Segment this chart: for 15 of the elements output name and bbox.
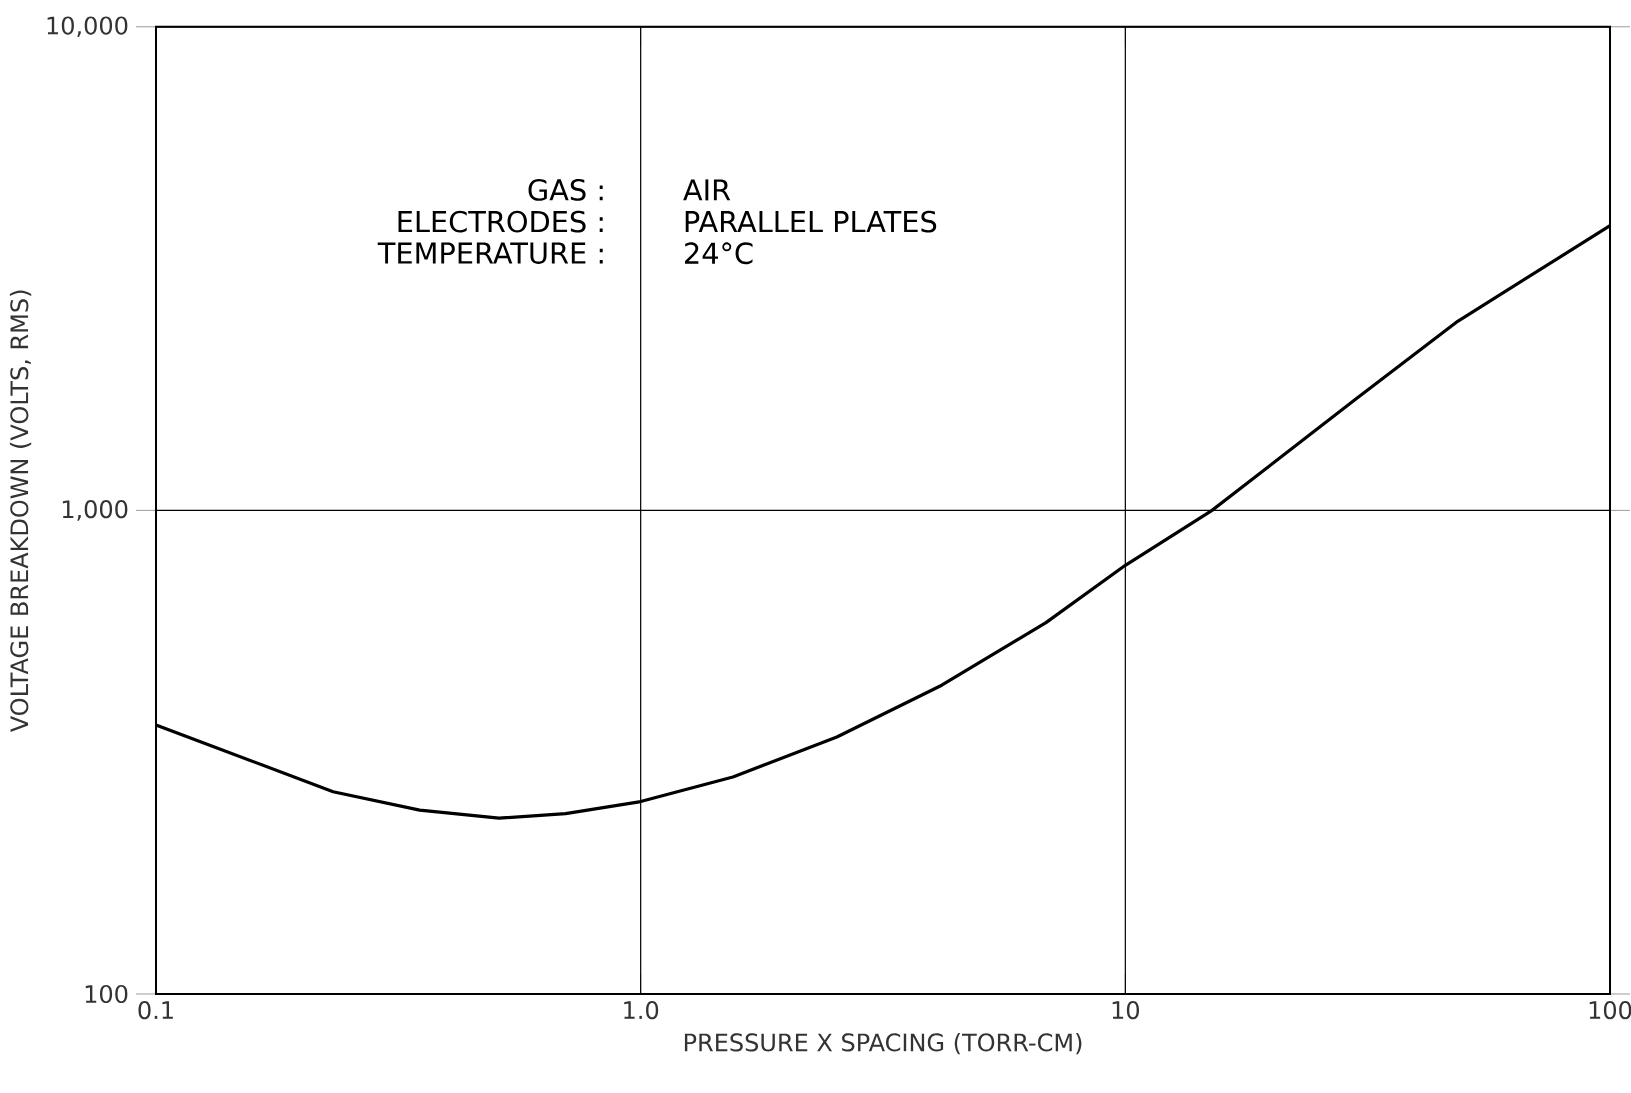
- x-tick-label: 10: [1112, 1001, 1140, 1020]
- annotation: ELECTRODES :: [398, 210, 603, 233]
- annotation: GAS :: [528, 179, 603, 201]
- annotation: TEMPERATURE :: [377, 242, 603, 264]
- y-tick-label: 1,000: [62, 500, 128, 521]
- annotation: 24°C: [685, 242, 753, 265]
- y-axis-title: VOLTAGE BREAKDOWN (VOLTS, RMS): [9, 290, 32, 733]
- y-tick-label: 10,000: [47, 16, 128, 38]
- x-tick-label: 0.1: [138, 1001, 173, 1020]
- x-axis-title: PRESSURE X SPACING (TORR-CM): [684, 1032, 1082, 1055]
- x-tick-label: 100: [1589, 1001, 1631, 1020]
- y-tick-label: 100: [85, 984, 128, 1004]
- x-tick-label: 1.0: [624, 1001, 659, 1020]
- annotation: AIR: [683, 179, 731, 201]
- annotation: PARALLEL PLATES: [685, 210, 937, 233]
